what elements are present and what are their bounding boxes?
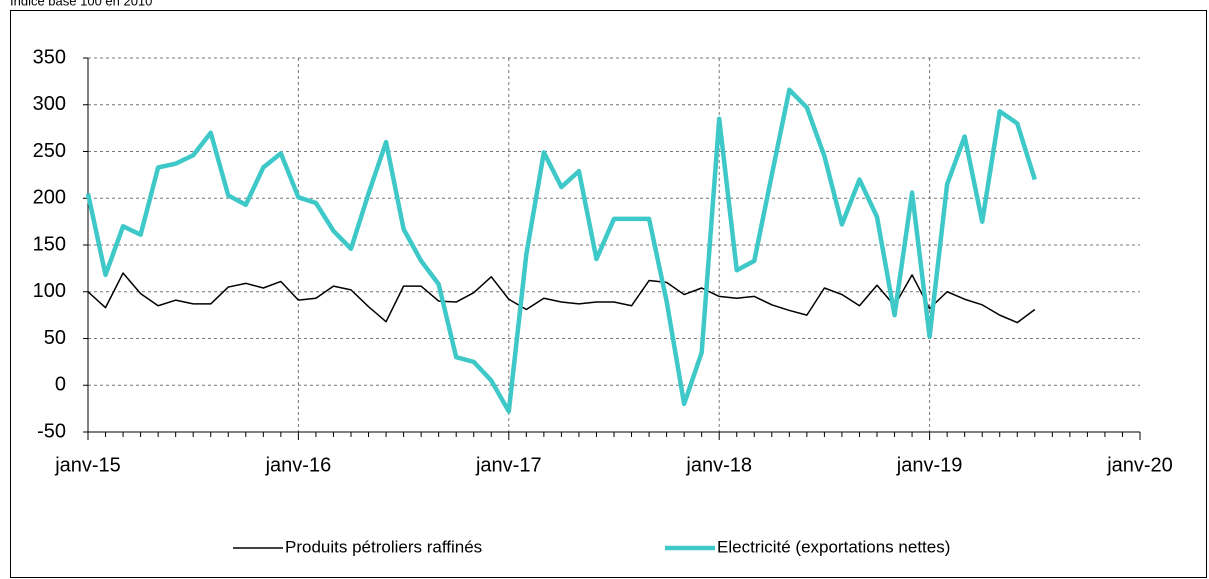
y-tick-label: 250: [33, 140, 66, 162]
series-line: [87, 272, 1036, 324]
y-tick-label: -50: [37, 420, 66, 442]
legend-label: Produits pétroliers raffinés: [285, 537, 482, 556]
series-line: [85, 87, 1037, 414]
y-tick-label: 100: [33, 280, 66, 302]
x-tick-label: janv-20: [1106, 454, 1173, 476]
y-tick-label: 300: [33, 93, 66, 115]
x-tick-label: janv-19: [896, 454, 963, 476]
y-tick-label: 50: [44, 327, 66, 349]
x-tick-label: janv-18: [685, 454, 752, 476]
y-tick-label: 150: [33, 233, 66, 255]
chart-subtitle: Indice base 100 en 2010: [10, 0, 152, 8]
x-tick-label: janv-16: [265, 454, 332, 476]
x-tick-label: janv-17: [475, 454, 542, 476]
x-tick-label: janv-15: [54, 454, 121, 476]
y-tick-label: 200: [33, 187, 66, 209]
legend-label: Electricité (exportations nettes): [717, 537, 950, 556]
y-tick-label: 350: [33, 46, 66, 68]
chart-frame: [10, 10, 1207, 578]
y-tick-label: 0: [55, 374, 66, 396]
